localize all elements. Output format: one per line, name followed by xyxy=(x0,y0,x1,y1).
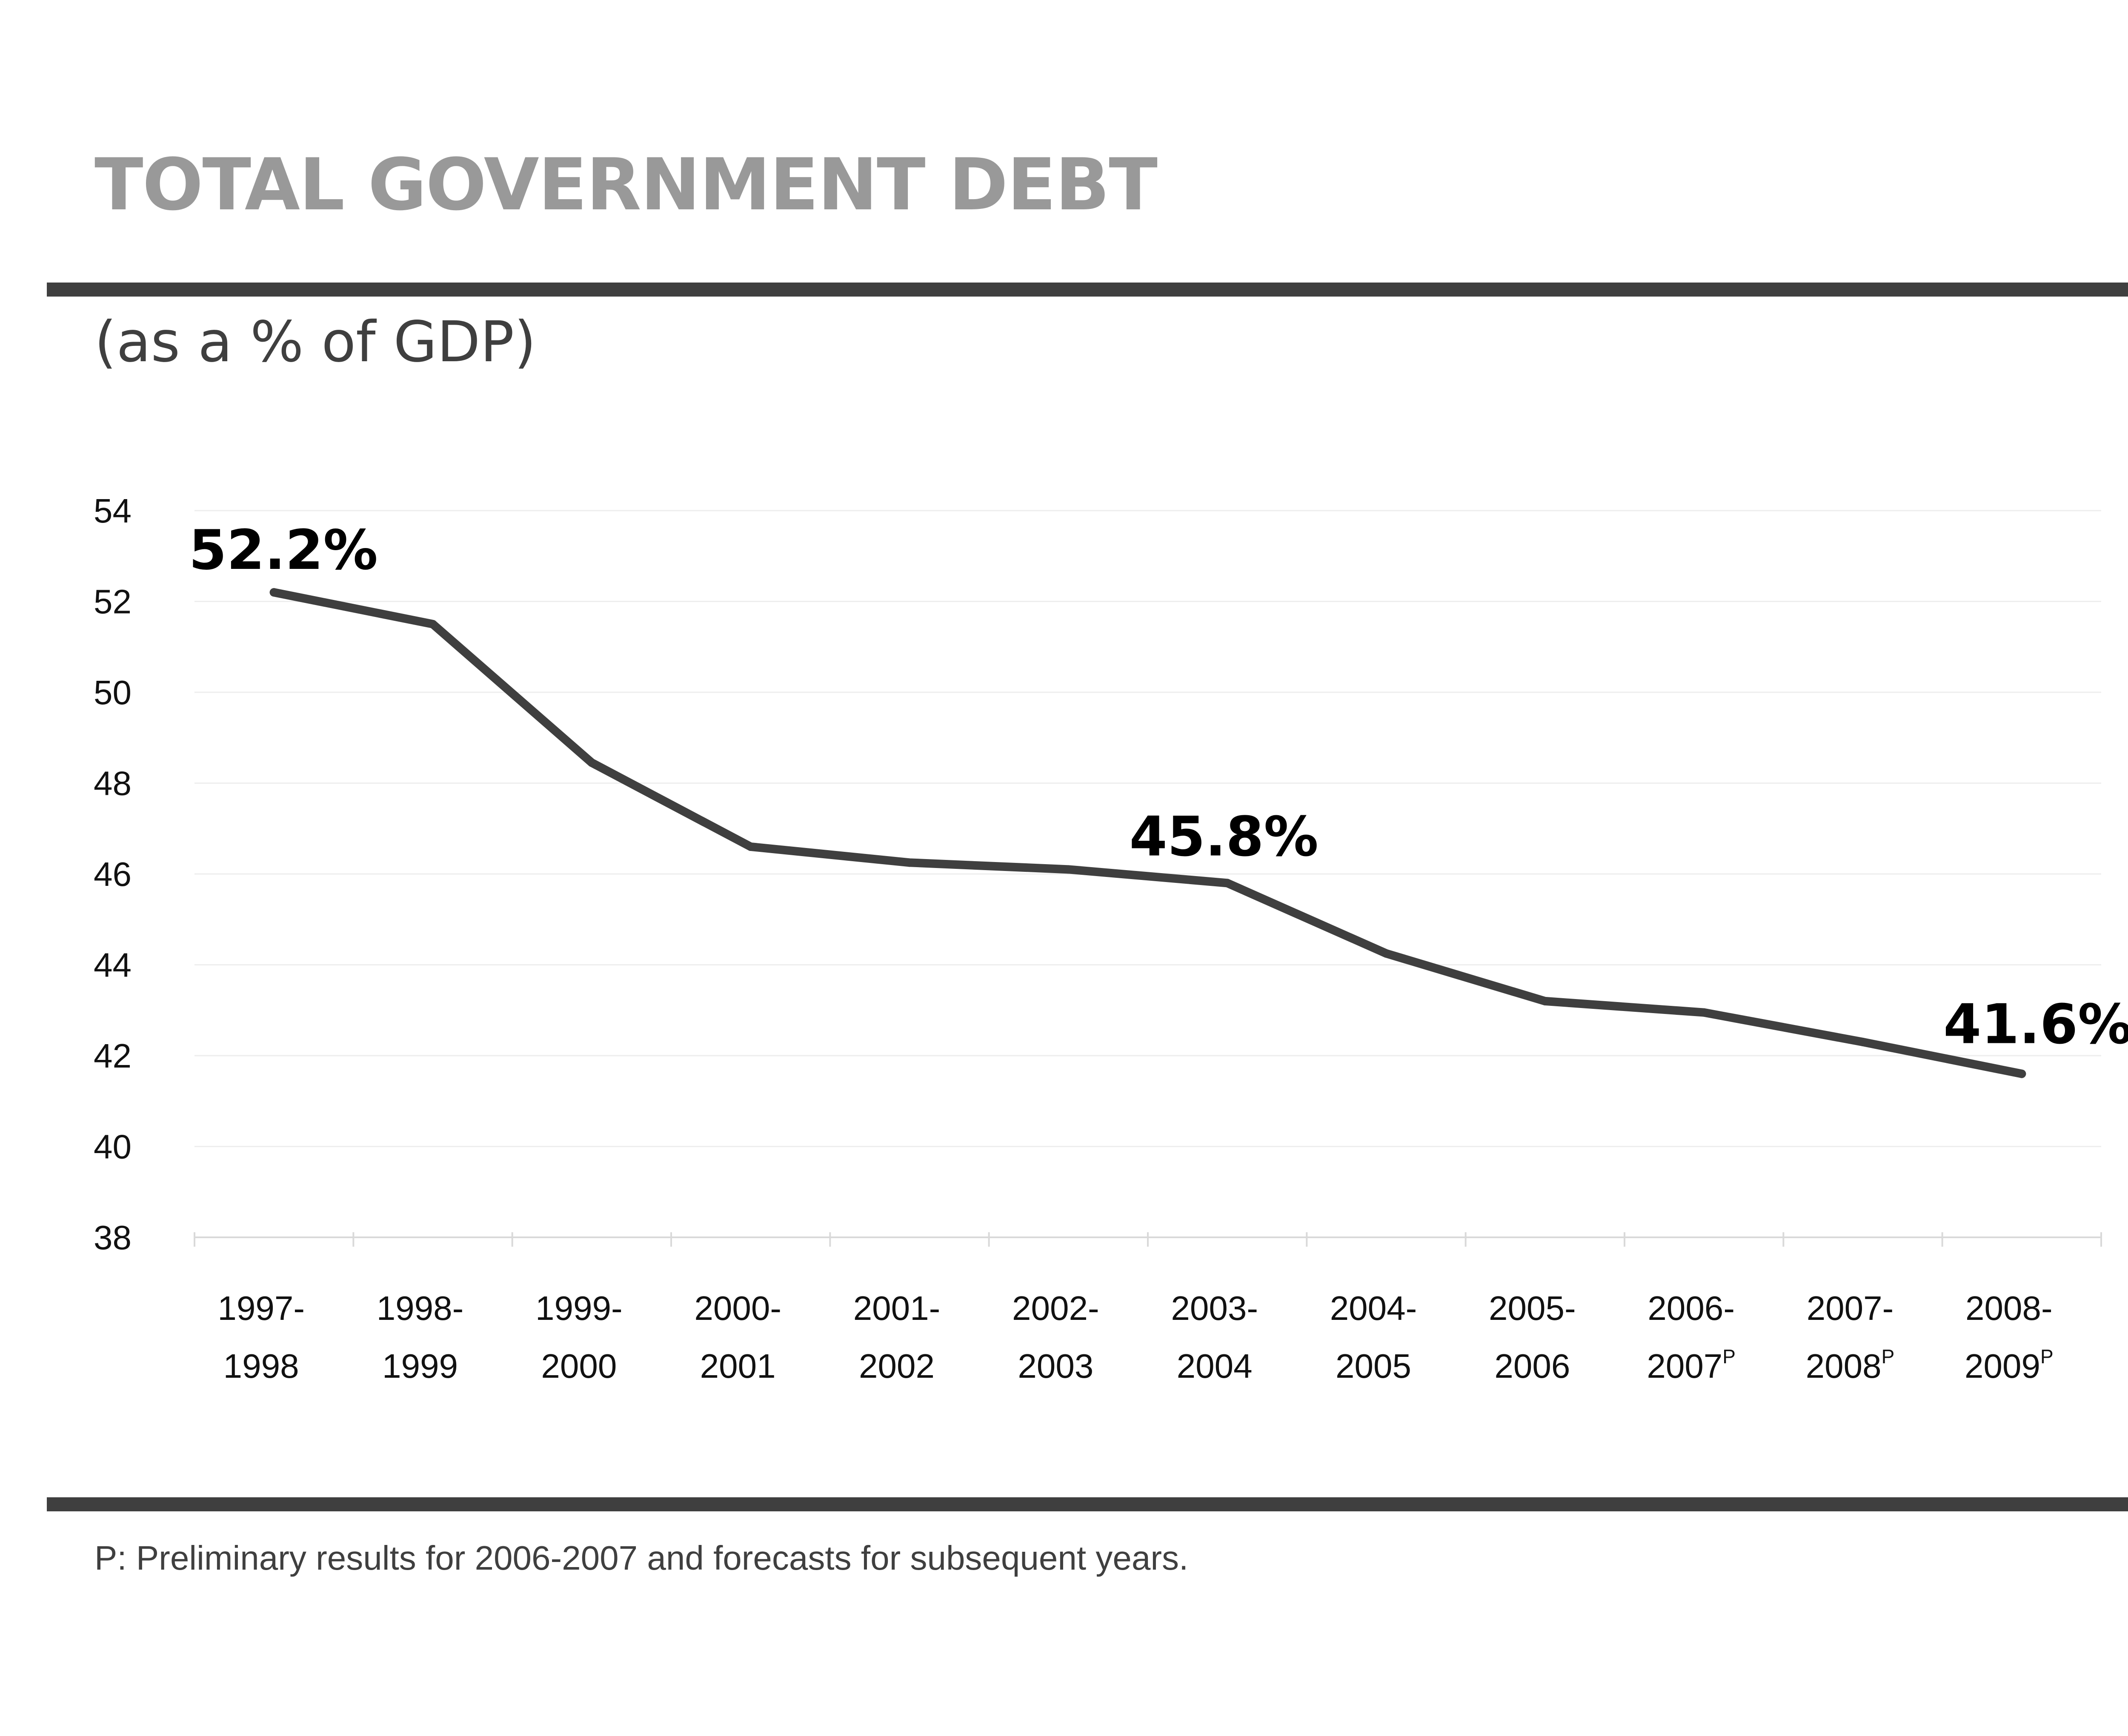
data-point xyxy=(269,588,278,597)
x-tick-label-year: 2008 xyxy=(1806,1347,1882,1385)
data-point xyxy=(2017,1069,2026,1078)
chart-subtitle: (as a % of GDP) xyxy=(94,309,536,375)
x-tick-label: 2003- xyxy=(1171,1289,1258,1327)
data-label: 52.2% xyxy=(189,519,378,582)
x-tick-label-year: 2003 xyxy=(1018,1347,1093,1385)
data-point xyxy=(587,758,596,767)
y-tick-label: 46 xyxy=(94,855,132,893)
y-tick-label: 52 xyxy=(94,583,132,621)
y-tick-labels: 54 52 50 48 46 44 42 40 38 xyxy=(94,492,132,1256)
x-tick-label: 2004- xyxy=(1330,1289,1417,1327)
debt-line xyxy=(269,588,2026,1078)
data-label: 45.8% xyxy=(1130,805,1319,868)
y-tick-label: 48 xyxy=(94,765,132,802)
x-tick-label: 2002 xyxy=(859,1347,935,1385)
x-tick-label-year: 2006 xyxy=(1494,1347,1570,1385)
x-tick-label-year: 2005 xyxy=(1336,1347,1411,1385)
x-tick-label: 2001- xyxy=(853,1289,941,1327)
y-tick-label: 38 xyxy=(94,1219,132,1256)
x-tick-label-year: 2002 xyxy=(859,1347,935,1385)
x-tick-label: 2008P xyxy=(1806,1345,1895,1385)
data-point xyxy=(905,858,914,867)
x-tick-label-year: 2007 xyxy=(1647,1347,1722,1385)
x-tick-label: 1998- xyxy=(377,1289,464,1327)
data-point xyxy=(1382,949,1390,958)
data-point xyxy=(1541,996,1550,1005)
y-tick-label: 44 xyxy=(94,946,132,984)
data-point xyxy=(1859,1037,1867,1046)
x-tick-label: 2005- xyxy=(1489,1289,1576,1327)
chart-title: TOTAL GOVERNMENT DEBT xyxy=(94,143,1158,226)
y-tick-label: 42 xyxy=(94,1037,132,1075)
preliminary-marker: P xyxy=(2040,1345,2054,1368)
data-label: 41.6% xyxy=(1943,993,2128,1056)
x-tick-label: 2006 xyxy=(1494,1347,1570,1385)
footnote: P: Preliminary results for 2006-2007 and… xyxy=(94,1539,1189,1577)
y-tick-label: 40 xyxy=(94,1128,132,1166)
series-debt xyxy=(269,588,2026,1078)
x-tick-label-year: 1998 xyxy=(223,1347,299,1385)
preliminary-marker: P xyxy=(1882,1345,1895,1368)
x-tick-label: 1997- xyxy=(217,1289,305,1327)
x-tick-label: 1999- xyxy=(535,1289,623,1327)
x-tick-label-year: 1999 xyxy=(382,1347,458,1385)
x-tick-label: 2008- xyxy=(1965,1289,2053,1327)
bottom-divider xyxy=(47,1497,2128,1511)
y-tick-label: 50 xyxy=(94,674,132,711)
data-point xyxy=(1699,1008,1708,1017)
data-point xyxy=(746,842,755,851)
x-tick-label: 2000- xyxy=(694,1289,781,1327)
x-tick-label: 2004 xyxy=(1177,1347,1253,1385)
data-point xyxy=(429,620,437,628)
data-point xyxy=(1223,879,1232,888)
x-tick-label: 1998 xyxy=(223,1347,299,1385)
x-tick-label: 2007- xyxy=(1807,1289,1894,1327)
x-axis xyxy=(194,1232,2102,1247)
preliminary-marker: P xyxy=(1722,1345,1736,1368)
x-tick-label-year: 2004 xyxy=(1177,1347,1253,1385)
x-tick-label: 2001 xyxy=(700,1347,776,1385)
x-tick-label-year: 2001 xyxy=(700,1347,776,1385)
x-tick-label: 2000 xyxy=(541,1347,617,1385)
x-tick-label: 2002- xyxy=(1012,1289,1099,1327)
x-tick-label-year: 2000 xyxy=(541,1347,617,1385)
x-tick-label: 2007P xyxy=(1647,1345,1736,1385)
data-labels: 52.2% 45.8% 41.6% xyxy=(189,519,2128,1056)
x-tick-label: 1999 xyxy=(382,1347,458,1385)
top-divider xyxy=(47,283,2128,297)
data-point xyxy=(1064,865,1073,874)
x-tick-label: 2009P xyxy=(1965,1345,2054,1385)
x-tick-label: 2005 xyxy=(1336,1347,1411,1385)
x-tick-label: 2006- xyxy=(1647,1289,1735,1327)
x-tick-label: 2003 xyxy=(1018,1347,1093,1385)
x-tick-labels: 1997- 1998 1998- 1999 1999- 2000 2000- 2001 2001… xyxy=(217,1289,2053,1385)
x-tick-label-year: 2009 xyxy=(1965,1347,2040,1385)
y-tick-label: 54 xyxy=(94,492,132,530)
